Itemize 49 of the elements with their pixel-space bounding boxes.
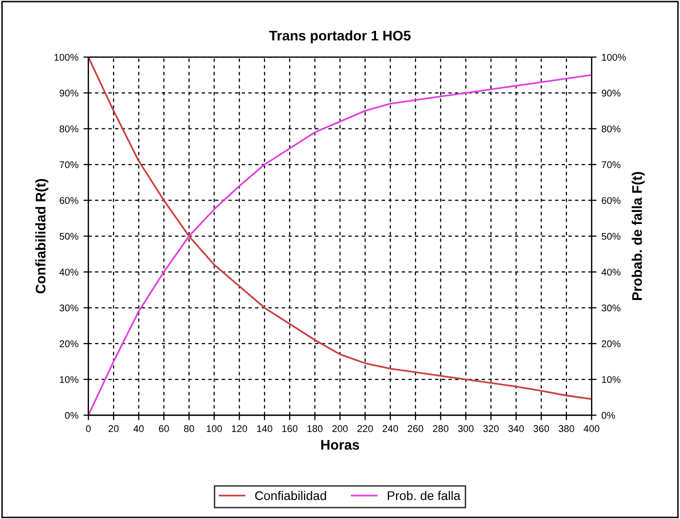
x-tick-label: 140 bbox=[257, 425, 272, 432]
x-tick-label: 20 bbox=[108, 425, 119, 432]
x-tick-label: 120 bbox=[232, 425, 248, 432]
y-tick-label: 100% bbox=[54, 54, 78, 61]
y2-tick-label: 100% bbox=[602, 54, 626, 61]
x-tick-label: 80 bbox=[184, 425, 194, 432]
x-tick-label: 60 bbox=[158, 425, 169, 432]
y2-tick-label: 80% bbox=[602, 125, 620, 132]
y2-tick-label: 70% bbox=[602, 161, 620, 168]
y2-tick-label: 40% bbox=[602, 268, 620, 276]
x-tick-label: 0 bbox=[86, 425, 91, 432]
x-tick-label: 300 bbox=[458, 425, 474, 432]
y-tick-label: 70% bbox=[60, 161, 78, 168]
y2-tick-label: 30% bbox=[602, 304, 620, 312]
y2-tick-label: 60% bbox=[602, 197, 620, 204]
y-tick-label: 30% bbox=[60, 304, 78, 312]
y2-axis-title: Probab. de falla F(t) bbox=[632, 172, 645, 300]
chart-title: Trans portador 1 HO5 bbox=[269, 30, 411, 44]
legend-label: Prob. de falla bbox=[388, 490, 460, 500]
y2-tick-label: 0% bbox=[602, 412, 616, 419]
x-tick-label: 380 bbox=[558, 425, 574, 432]
y-tick-label: 50% bbox=[60, 232, 78, 240]
x-tick-label: 400 bbox=[584, 425, 600, 432]
y-tick-label: 40% bbox=[59, 268, 78, 276]
y-tick-label: 80% bbox=[60, 125, 78, 132]
x-tick-label: 240 bbox=[382, 425, 398, 432]
x-tick-label: 180 bbox=[307, 425, 323, 432]
y-tick-label: 10% bbox=[60, 376, 78, 384]
x-tick-label: 200 bbox=[332, 425, 348, 432]
y2-tick-label: 20% bbox=[602, 340, 620, 348]
y-tick-label: 20% bbox=[60, 340, 78, 348]
x-tick-label: 320 bbox=[483, 425, 499, 432]
y-tick-label: 0% bbox=[65, 412, 78, 419]
x-tick-label: 360 bbox=[534, 425, 550, 432]
y-axis-title: Confiabilidad R(t) bbox=[35, 178, 48, 294]
x-axis-title: Horas bbox=[321, 440, 360, 450]
x-tick-label: 260 bbox=[408, 425, 424, 432]
y2-tick-label: 50% bbox=[602, 232, 620, 240]
x-tick-label: 220 bbox=[358, 425, 373, 432]
x-tick-label: 100 bbox=[206, 425, 222, 432]
x-tick-label: 280 bbox=[433, 425, 448, 432]
y2-tick-label: 10% bbox=[602, 376, 620, 384]
y-tick-label: 90% bbox=[60, 90, 78, 97]
legend-label: Confiabilidad bbox=[255, 490, 326, 500]
x-tick-label: 340 bbox=[508, 425, 524, 432]
x-tick-label: 160 bbox=[282, 425, 298, 432]
x-tick-label: 40 bbox=[134, 425, 144, 432]
y2-tick-label: 90% bbox=[602, 90, 620, 97]
y-tick-label: 60% bbox=[60, 197, 78, 204]
